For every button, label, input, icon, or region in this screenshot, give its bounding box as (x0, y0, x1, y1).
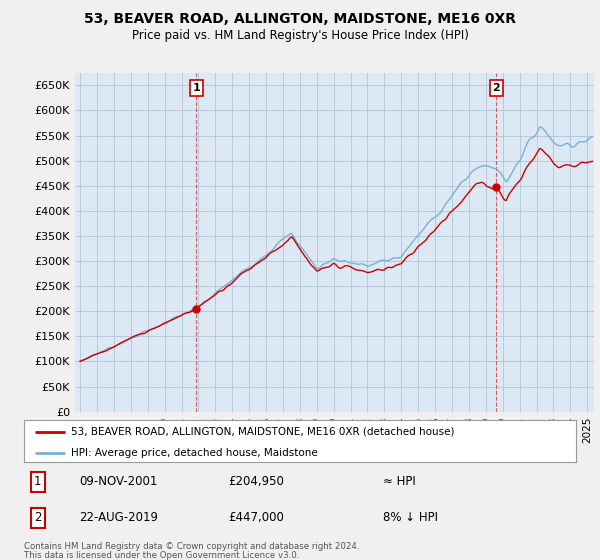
Text: This data is licensed under the Open Government Licence v3.0.: This data is licensed under the Open Gov… (24, 551, 299, 560)
Text: HPI: Average price, detached house, Maidstone: HPI: Average price, detached house, Maid… (71, 448, 317, 458)
Text: 09-NOV-2001: 09-NOV-2001 (79, 475, 158, 488)
Text: 22-AUG-2019: 22-AUG-2019 (79, 511, 158, 524)
Text: Contains HM Land Registry data © Crown copyright and database right 2024.: Contains HM Land Registry data © Crown c… (24, 542, 359, 550)
Text: 8% ↓ HPI: 8% ↓ HPI (383, 511, 438, 524)
Text: 53, BEAVER ROAD, ALLINGTON, MAIDSTONE, ME16 0XR (detached house): 53, BEAVER ROAD, ALLINGTON, MAIDSTONE, M… (71, 427, 454, 437)
Text: 53, BEAVER ROAD, ALLINGTON, MAIDSTONE, ME16 0XR: 53, BEAVER ROAD, ALLINGTON, MAIDSTONE, M… (84, 12, 516, 26)
Text: Price paid vs. HM Land Registry's House Price Index (HPI): Price paid vs. HM Land Registry's House … (131, 29, 469, 42)
Text: 1: 1 (193, 83, 200, 93)
Text: £447,000: £447,000 (228, 511, 284, 524)
Text: 2: 2 (34, 511, 41, 524)
Text: 1: 1 (34, 475, 41, 488)
Text: ≈ HPI: ≈ HPI (383, 475, 416, 488)
Text: £204,950: £204,950 (228, 475, 284, 488)
Text: 2: 2 (493, 83, 500, 93)
